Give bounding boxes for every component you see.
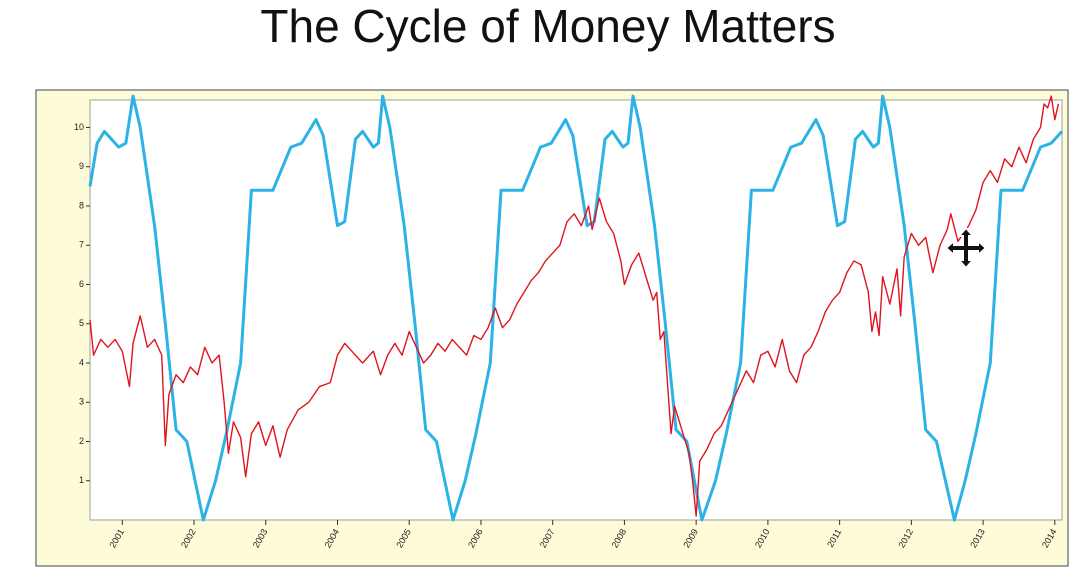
series-line: [88, 94, 1064, 522]
y-tick-label: 9: [79, 161, 84, 171]
y-tick-label: 10: [74, 122, 84, 132]
chart-title: The Cycle of Money Matters: [260, 0, 835, 52]
series-line: [89, 95, 1060, 517]
y-tick-label: 4: [79, 357, 84, 367]
y-tick-label: 3: [79, 397, 84, 407]
y-tick-label: 2: [79, 436, 84, 446]
move-cursor: [944, 226, 988, 270]
y-tick-label: 8: [79, 200, 84, 210]
y-tick-label: 6: [79, 279, 84, 289]
y-tick-label: 5: [79, 318, 84, 328]
y-tick-label: 7: [79, 240, 84, 250]
cursor-arrows: [944, 226, 988, 270]
y-tick-label: 1: [79, 475, 84, 485]
